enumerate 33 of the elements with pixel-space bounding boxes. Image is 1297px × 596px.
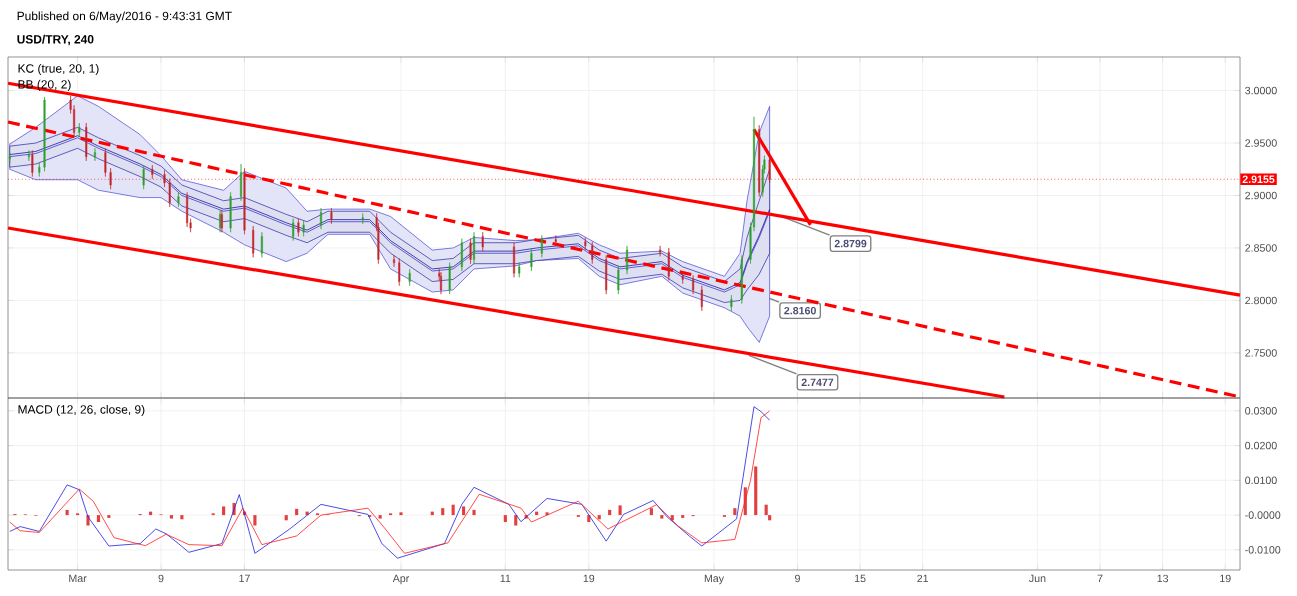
y-tick-label: 2.9500 [1245, 139, 1277, 147]
x-tick-label: Mar [69, 574, 87, 583]
y-tick-label: 2.9000 [1245, 191, 1277, 200]
chart-title: USD/TRY, 240 [17, 34, 94, 46]
ref-line-label: 2.9155 [1242, 175, 1275, 183]
y-tick-label: -0.0000 [1245, 511, 1281, 519]
y-tick-label: 2.7500 [1245, 349, 1277, 357]
x-tick-label: 19 [583, 574, 595, 583]
x-tick-label: 11 [500, 574, 511, 583]
y-tick-label: 0.0300 [1245, 407, 1277, 415]
x-tick-label: Apr [392, 574, 410, 585]
y-tick-label: 2.8500 [1245, 244, 1277, 252]
y-tick-label: 0.0100 [1245, 476, 1277, 485]
x-tick-label: 7 [1097, 574, 1103, 583]
y-tick-label: 0.0200 [1245, 441, 1277, 450]
y-tick-label: -0.0100 [1245, 546, 1281, 554]
y-tick-label: 2.8000 [1245, 296, 1277, 305]
x-tick-label: Jun [1029, 574, 1046, 583]
x-tick-label: May [704, 574, 725, 585]
annotation: 2.8160 [784, 306, 816, 315]
text: MACD (12, 26, close, 9) [18, 404, 145, 417]
x-tick-label: 13 [1157, 574, 1169, 583]
x-tick-label: 9 [795, 574, 800, 583]
x-tick-label: 9 [158, 574, 164, 583]
annotation: 2.7477 [801, 378, 834, 386]
x-tick-label: 21 [917, 574, 929, 583]
y-tick-label: 3.0000 [1245, 86, 1277, 95]
x-tick-label: 19 [1220, 574, 1231, 583]
x-tick-label: 17 [239, 574, 250, 583]
annotation: 2.8799 [834, 239, 867, 248]
x-tick-label: 15 [854, 574, 866, 583]
chart-subtitle: Published on 6/May/2016 - 9:43:31 GMT [17, 11, 232, 23]
annotation: KC (true, 20, 1) [18, 63, 99, 76]
